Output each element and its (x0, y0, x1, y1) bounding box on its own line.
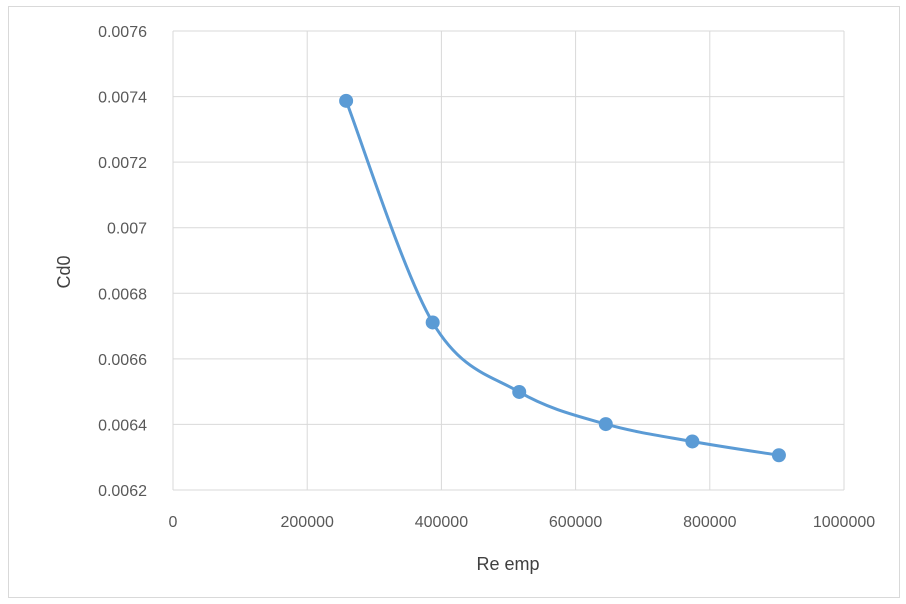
series-line (344, 100, 780, 457)
data-points (339, 93, 786, 463)
y-tick-label: 0.0074 (98, 90, 147, 107)
x-tick-labels: 0 200000 400000 600000 800000 1000000 (169, 514, 876, 531)
y-tick-label: 0.0066 (98, 352, 147, 369)
x-tick-label: 1000000 (813, 514, 875, 531)
x-tick-label: 800000 (683, 514, 736, 531)
y-tick-label: 0.0064 (98, 417, 147, 434)
chart-area (8, 6, 900, 598)
y-tick-label: 0.0068 (98, 286, 147, 303)
data-point (512, 384, 527, 399)
y-tick-label: 0.007 (107, 221, 147, 238)
y-tick-label: 0.0072 (98, 155, 147, 172)
y-tick-label: 0.0062 (98, 483, 147, 500)
x-axis-title: Re emp (476, 554, 539, 574)
x-tick-label: 400000 (415, 514, 468, 531)
y-axis-title: Cd0 (54, 255, 74, 288)
x-tick-label: 200000 (281, 514, 334, 531)
data-point (685, 434, 700, 449)
data-point (425, 315, 440, 330)
data-point (771, 448, 786, 463)
x-tick-label: 600000 (549, 514, 602, 531)
x-tick-label: 0 (169, 514, 178, 531)
data-point (339, 93, 354, 108)
data-point (598, 417, 613, 432)
y-tick-labels: 0.0062 0.0064 0.0066 0.0068 0.007 0.0072 0.007… (98, 24, 147, 500)
y-tick-label: 0.0076 (98, 24, 147, 41)
gridlines (172, 30, 845, 491)
